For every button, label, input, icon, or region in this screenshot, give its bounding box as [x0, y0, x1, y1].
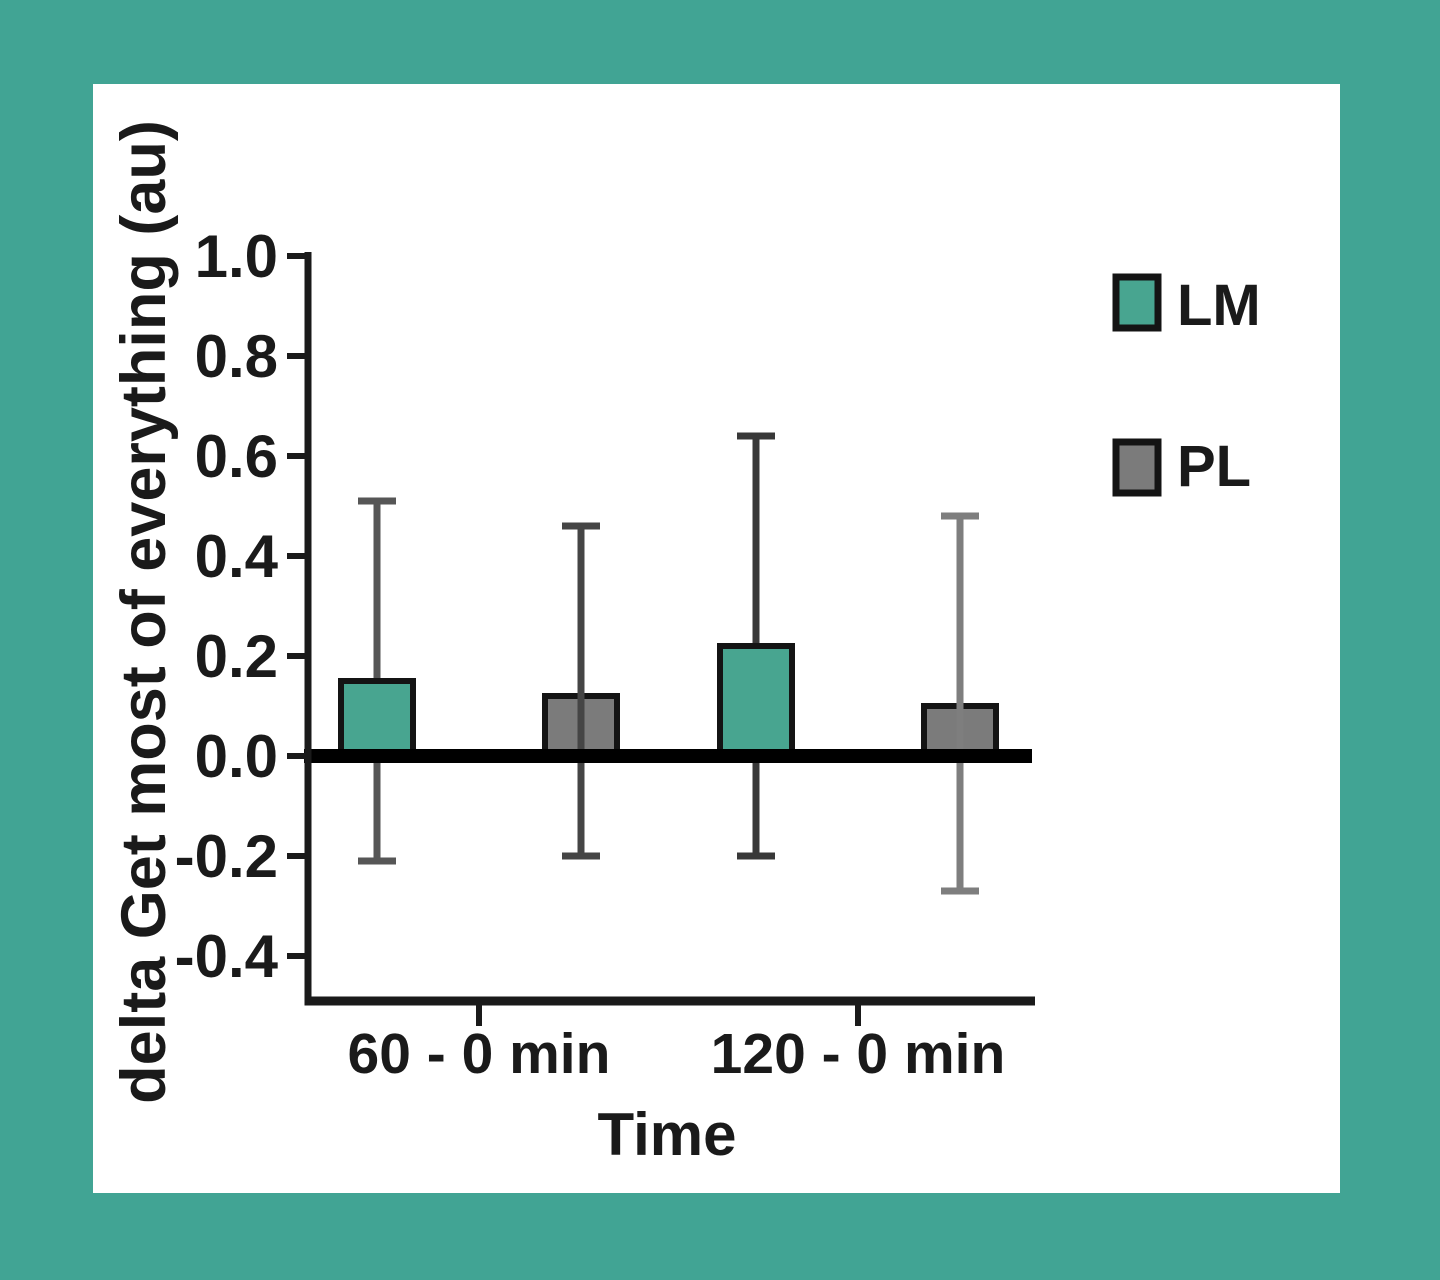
y-tick-label: -0.4 — [175, 923, 279, 990]
y-tick-label: 0.6 — [195, 423, 278, 490]
y-axis-ticks: 1.0 0.8 0.6 0.4 0.2 0.0 -0.2 -0.4 — [175, 223, 305, 990]
y-tick-label: -0.2 — [175, 823, 278, 890]
bar-lm-1 — [338, 678, 416, 759]
y-tick-label: 0.0 — [195, 723, 278, 790]
legend-label-pl: PL — [1177, 434, 1251, 499]
y-tick-label: 1.0 — [195, 223, 278, 290]
y-axis-label: delta Get most of everything (au) — [109, 120, 179, 1104]
x-category-label: 60 - 0 min — [348, 1022, 611, 1086]
x-axis-ticks — [476, 1005, 861, 1026]
x-category-label: 120 - 0 min — [711, 1022, 1006, 1086]
legend-swatch-lm — [1112, 273, 1162, 332]
x-axis-label: Time — [598, 1101, 737, 1168]
y-tick-label: 0.4 — [195, 523, 279, 590]
legend-label-lm: LM — [1177, 273, 1261, 338]
chart-panel — [93, 84, 1340, 1193]
legend: LM PL — [1112, 273, 1261, 499]
plot-series — [338, 432, 999, 895]
y-tick-label: 0.8 — [195, 323, 278, 390]
bar-lm-2 — [717, 643, 795, 759]
legend-swatch-pl — [1112, 438, 1162, 497]
x-category-labels: 60 - 0 min 120 - 0 min — [348, 1022, 1006, 1086]
y-tick-label: 0.2 — [195, 623, 278, 690]
